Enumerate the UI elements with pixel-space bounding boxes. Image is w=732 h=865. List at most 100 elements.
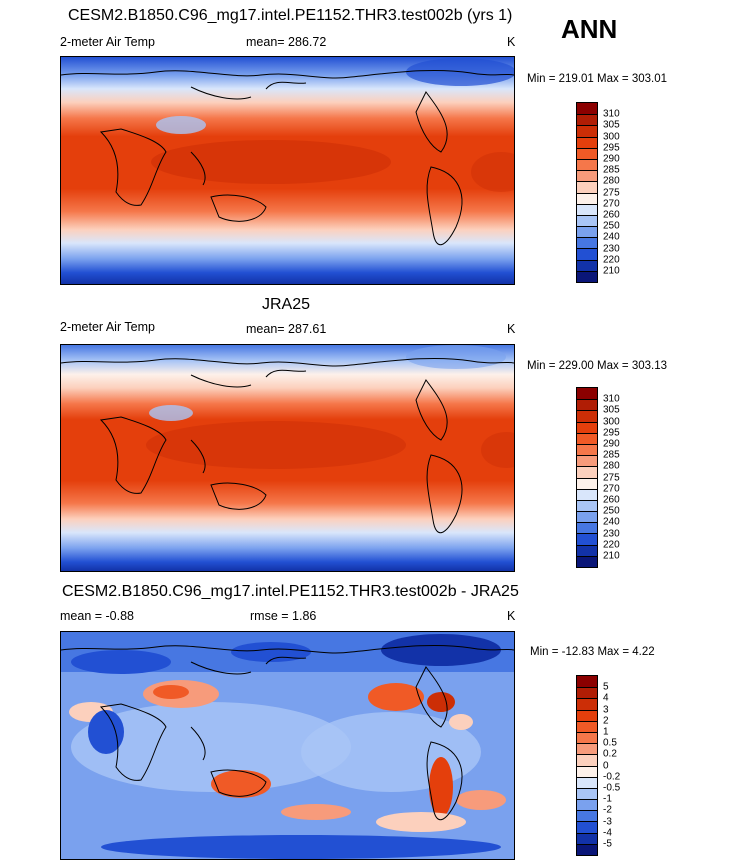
colorbar-tick-label: 290	[603, 438, 620, 450]
colorbar-tick-label: -2	[603, 804, 612, 816]
panel1-mean-label: mean= 286.72	[246, 35, 327, 49]
colorbar-swatch	[577, 511, 597, 523]
colorbar-swatch	[577, 676, 597, 688]
colorbar-tick-label: 300	[603, 131, 620, 143]
colorbar-tick-label: -1	[603, 793, 612, 805]
colorbar-tick-label: 280	[603, 175, 620, 187]
panel2-units-label: K	[507, 322, 516, 336]
colorbar-swatch	[577, 698, 597, 710]
colorbar-swatch	[577, 743, 597, 755]
colorbar-tick-label: 260	[603, 209, 620, 221]
colorbar-tick-label: -0.5	[603, 782, 621, 794]
colorbar-swatch	[577, 765, 597, 777]
colorbar-tick-label: -0.2	[603, 771, 621, 783]
colorbar-swatch	[577, 776, 597, 788]
colorbar-tick-label: 275	[603, 472, 620, 484]
colorbar-tick-label: 210	[603, 550, 620, 562]
colorbar-tick-label: 210	[603, 265, 620, 277]
colorbar-swatch	[577, 832, 597, 844]
colorbar-swatch	[577, 522, 597, 534]
colorbar-swatch	[577, 226, 597, 238]
panel2-title: JRA25	[262, 296, 311, 313]
colorbar-swatch	[577, 170, 597, 182]
colorbar-tick-label: 0.2	[603, 748, 617, 760]
colorbar-swatch	[577, 147, 597, 159]
colorbar-swatch	[577, 103, 597, 115]
panel3-min-max: Min = -12.83 Max = 4.22	[530, 646, 655, 658]
colorbar-tick-label: 220	[603, 539, 620, 551]
panel3-colorbar	[576, 675, 598, 856]
colorbar-tick-label: 1	[603, 726, 609, 738]
colorbar-swatch	[577, 843, 597, 855]
colorbar-tick-label: 230	[603, 243, 620, 255]
colorbar-swatch	[577, 731, 597, 744]
colorbar-swatch	[577, 488, 597, 500]
colorbar-tick-label: 310	[603, 393, 620, 405]
colorbar-tick-label: 295	[603, 142, 620, 154]
colorbar-swatch	[577, 203, 597, 215]
colorbar-swatch	[577, 114, 597, 126]
colorbar-tick-label: 230	[603, 528, 620, 540]
colorbar-tick-label: 280	[603, 460, 620, 472]
colorbar-swatch	[577, 248, 597, 260]
colorbar-swatch	[577, 237, 597, 249]
colorbar-tick-label: 270	[603, 198, 620, 210]
colorbar-swatch	[577, 399, 597, 411]
panel1-title: CESM2.B1850.C96_mg17.intel.PE1152.THR3.t…	[68, 7, 513, 24]
panel1-colorbar	[576, 102, 598, 283]
colorbar-tick-label: 310	[603, 108, 620, 120]
colorbar-swatch	[577, 136, 597, 148]
panel3-mean-label: mean = -0.88	[60, 609, 135, 623]
colorbar-swatch	[577, 687, 597, 699]
panel1-variable-label: 2-meter Air Temp	[60, 35, 155, 49]
colorbar-swatch	[577, 477, 597, 489]
colorbar-swatch	[577, 821, 597, 833]
colorbar-swatch	[577, 810, 597, 822]
colorbar-tick-label: 270	[603, 483, 620, 495]
panel3-title: CESM2.B1850.C96_mg17.intel.PE1152.THR3.t…	[62, 583, 519, 600]
colorbar-tick-label: 290	[603, 153, 620, 165]
colorbar-tick-label: 260	[603, 494, 620, 506]
colorbar-swatch	[577, 388, 597, 400]
colorbar-tick-label: 2	[603, 715, 609, 727]
panel1-map	[60, 56, 515, 285]
panel3-map	[60, 631, 515, 860]
colorbar-tick-label: 250	[603, 220, 620, 232]
panel2-min-max: Min = 229.00 Max = 303.13	[527, 360, 668, 372]
colorbar-tick-label: 305	[603, 404, 620, 416]
colorbar-tick-label: 240	[603, 231, 620, 243]
colorbar-swatch	[577, 455, 597, 467]
colorbar-swatch	[577, 410, 597, 422]
colorbar-tick-label: 300	[603, 416, 620, 428]
panel2-map	[60, 344, 515, 572]
colorbar-tick-label: -3	[603, 816, 612, 828]
panel2-colorbar	[576, 387, 598, 568]
panel2-mean-label: mean= 287.61	[246, 322, 327, 336]
colorbar-tick-label: 305	[603, 119, 620, 131]
colorbar-tick-label: 5	[603, 681, 609, 693]
colorbar-tick-label: 240	[603, 516, 620, 528]
colorbar-tick-label: 0.5	[603, 737, 617, 749]
colorbar-swatch	[577, 192, 597, 204]
panel3-units-label: K	[507, 609, 516, 623]
colorbar-swatch	[577, 125, 597, 137]
colorbar-swatch	[577, 158, 597, 171]
season-label: ANN	[561, 14, 618, 44]
panel1-min-max: Min = 219.01 Max = 303.01	[527, 73, 668, 85]
colorbar-swatch	[577, 555, 597, 567]
colorbar-swatch	[577, 259, 597, 271]
colorbar-tick-label: 220	[603, 254, 620, 266]
colorbar-swatch	[577, 466, 597, 478]
colorbar-tick-label: 285	[603, 164, 620, 176]
colorbar-tick-label: -4	[603, 827, 612, 839]
colorbar-swatch	[577, 443, 597, 456]
colorbar-swatch	[577, 720, 597, 732]
colorbar-swatch	[577, 754, 597, 766]
panel1-units-label: K	[507, 35, 516, 49]
colorbar-swatch	[577, 270, 597, 282]
colorbar-tick-label: 0	[603, 760, 609, 772]
colorbar-tick-label: 295	[603, 427, 620, 439]
colorbar-tick-label: 275	[603, 187, 620, 199]
colorbar-swatch	[577, 787, 597, 800]
colorbar-tick-label: 285	[603, 449, 620, 461]
